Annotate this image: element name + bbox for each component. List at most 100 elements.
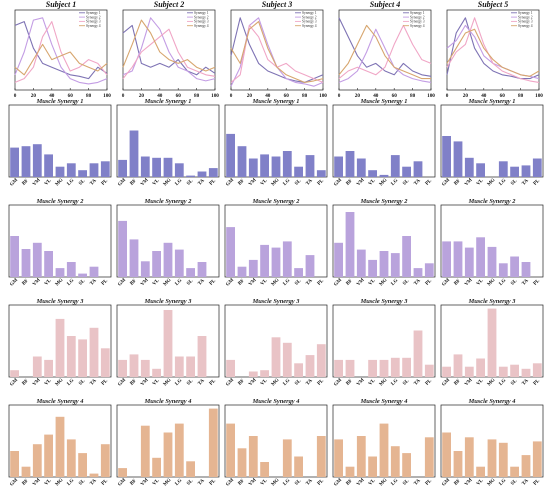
- muscle-tick-label: BF: [130, 379, 138, 387]
- panel-title: Muscle Synergy 4: [360, 398, 408, 405]
- muscle-tick-label: PL: [101, 478, 110, 487]
- bar-pl: [316, 436, 326, 477]
- bar-gm: [118, 468, 127, 477]
- muscle-tick-label: TA: [522, 278, 530, 286]
- muscle-tick-label: GM: [10, 178, 20, 188]
- bar-sl: [402, 453, 411, 477]
- muscle-tick-label: MG: [271, 378, 281, 388]
- muscle-tick-label: VL: [152, 378, 161, 387]
- bar-sl: [186, 356, 195, 377]
- muscle-tick-label: VM: [464, 178, 474, 188]
- x-tick-label: 100: [319, 93, 327, 99]
- bar-vl: [260, 244, 269, 277]
- bar-vm: [464, 157, 474, 177]
- panel-title: Muscle Synergy 3: [468, 298, 517, 305]
- bar-bf: [129, 239, 139, 277]
- panel-title: Muscle Synergy 1: [468, 98, 516, 105]
- x-tick-label: 0: [14, 93, 17, 99]
- panel-title: Muscle Synergy 2: [360, 198, 409, 205]
- legend-label: Synergy 2: [194, 15, 209, 19]
- muscle-tick-label: MG: [163, 478, 173, 488]
- muscle-tick-label: PL: [209, 378, 218, 387]
- muscle-tick-label: VM: [248, 378, 258, 388]
- muscle-tick-label: PL: [209, 278, 218, 287]
- bar-vm: [356, 249, 366, 277]
- muscle-tick-label: PL: [209, 178, 218, 187]
- x-tick-label: 40: [49, 93, 55, 99]
- muscle-tick-label: TA: [522, 178, 530, 186]
- bar-sl: [510, 166, 519, 177]
- subject-title: Subject 3: [262, 0, 292, 9]
- subject-title: Subject 5: [478, 0, 508, 9]
- panel-title: Muscle Synergy 4: [468, 398, 516, 405]
- bar-vl: [368, 170, 377, 177]
- bar-bf: [345, 359, 355, 377]
- bar-bf: [21, 249, 31, 277]
- bar-vm: [140, 156, 150, 177]
- panel-title: Muscle Synergy 2: [144, 198, 193, 205]
- legend-label: Synergy 2: [302, 15, 317, 19]
- x-tick-label: 40: [265, 93, 271, 99]
- bar-ta: [413, 268, 423, 277]
- muscle-tick-label: LG: [67, 478, 76, 487]
- bar-mg: [271, 247, 281, 277]
- bar-vl: [476, 237, 485, 277]
- bar-ta: [197, 171, 207, 177]
- muscle-tick-label: GM: [334, 178, 344, 188]
- muscle-tick-label: VL: [368, 478, 377, 487]
- bar-gm: [226, 423, 235, 477]
- bar-vm: [248, 436, 258, 477]
- bar-pl: [100, 161, 110, 177]
- muscle-tick-label: TA: [306, 478, 314, 486]
- bar-bf: [453, 241, 463, 277]
- muscle-tick-label: PL: [533, 278, 542, 287]
- muscle-tick-label: PL: [425, 478, 434, 487]
- bar-sl: [78, 339, 87, 377]
- subject-title: Subject 2: [154, 0, 184, 9]
- bar-pl: [424, 364, 434, 377]
- muscle-tick-label: LG: [175, 378, 184, 387]
- bar-bf: [345, 212, 355, 277]
- bar-sl: [402, 357, 411, 377]
- legend-label: Synergy 1: [518, 11, 533, 15]
- line-axis-box: [446, 9, 540, 91]
- bar-mg: [55, 416, 65, 477]
- muscle-tick-label: LG: [67, 378, 76, 387]
- bar-vm: [248, 158, 258, 177]
- series-line-synergy-3: [230, 24, 324, 83]
- muscle-tick-label: PL: [101, 278, 110, 287]
- panel-title: Muscle Synergy 2: [468, 198, 517, 205]
- bar-mg: [379, 423, 389, 477]
- muscle-tick-label: SL: [78, 378, 86, 386]
- muscle-tick-label: MG: [487, 378, 497, 388]
- bar-pl: [208, 408, 218, 477]
- bar-mg: [271, 156, 281, 177]
- bar-sl: [78, 273, 87, 277]
- legend-label: Synergy 1: [86, 11, 101, 15]
- bar-bf: [453, 451, 463, 477]
- series-line-synergy-1: [446, 17, 540, 80]
- muscle-tick-label: SL: [402, 278, 410, 286]
- muscle-tick-label: GM: [10, 278, 20, 288]
- bar-vm: [32, 144, 42, 177]
- muscle-tick-label: VM: [248, 478, 258, 488]
- subject-title: Subject 4: [370, 0, 400, 9]
- x-tick-label: 40: [481, 93, 487, 99]
- muscle-tick-label: VL: [44, 378, 53, 387]
- muscle-tick-label: BF: [130, 179, 138, 187]
- legend-label: Synergy 3: [194, 20, 209, 24]
- bar-axis-box: [224, 404, 328, 478]
- x-tick-label: 60: [500, 93, 506, 99]
- legend-label: Synergy 4: [86, 24, 101, 28]
- muscle-tick-label: VM: [356, 378, 366, 388]
- muscle-tick-label: VM: [32, 178, 42, 188]
- muscle-tick-label: VM: [248, 278, 258, 288]
- bar-bf: [129, 130, 139, 177]
- bar-gm: [226, 133, 235, 177]
- muscle-tick-label: GM: [442, 478, 452, 488]
- muscle-tick-label: LG: [175, 478, 184, 487]
- muscle-tick-label: VM: [32, 478, 42, 488]
- muscle-tick-label: PL: [209, 478, 218, 487]
- muscle-tick-label: BF: [130, 479, 138, 487]
- muscle-tick-label: GM: [118, 478, 128, 488]
